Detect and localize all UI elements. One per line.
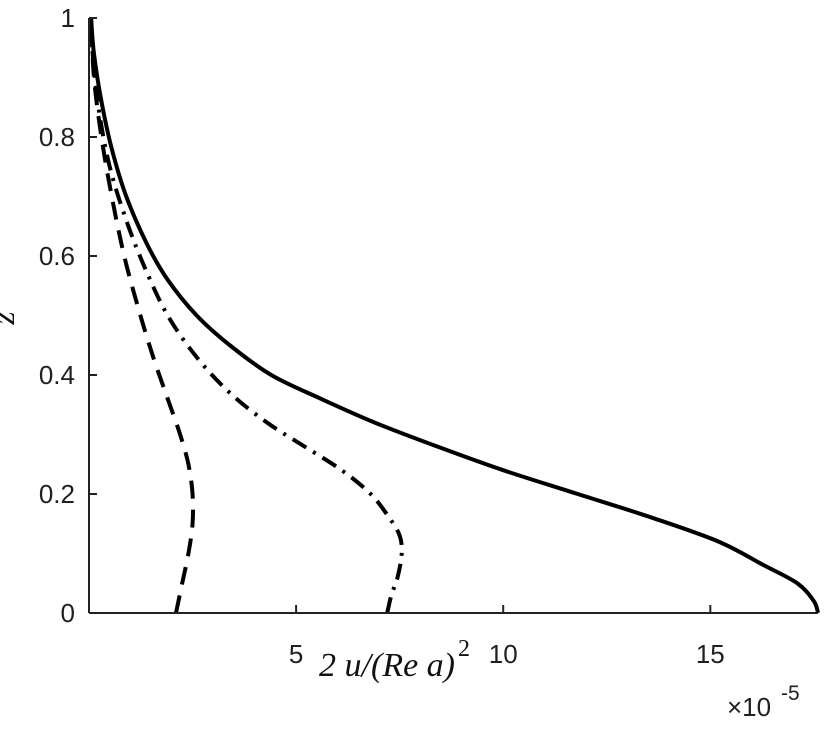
x-tick-label: 5 [289, 639, 303, 669]
series-line-solid [89, 17, 820, 614]
series-line-dashdot [89, 17, 404, 614]
x-ticks: 5 10 15 [289, 605, 725, 669]
x-axis-label-main: 2 u/(Re a) [319, 647, 455, 684]
x-tick-label: 10 [489, 639, 518, 669]
series-group [89, 17, 820, 614]
series-line-dashed [89, 17, 196, 614]
y-tick-label: 0.2 [39, 479, 75, 509]
x-multiplier-exponent: -5 [781, 682, 800, 705]
y-tick-label: 0.8 [39, 122, 75, 152]
x-tick-label: 15 [696, 639, 725, 669]
x-axis-label: 2 u/(Re a) [319, 647, 455, 684]
x-multiplier-label: ×10 [727, 692, 771, 722]
y-tick-label: 0 [61, 598, 75, 628]
y-tick-label: 1 [61, 3, 75, 33]
y-axis-label: z [0, 311, 22, 325]
x-axis-label-exponent: 2 [458, 636, 470, 662]
y-tick-label: 0.4 [39, 360, 75, 390]
y-ticks: 0 0.2 0.4 0.6 0.8 1 [39, 3, 97, 628]
y-tick-label: 0.6 [39, 241, 75, 271]
